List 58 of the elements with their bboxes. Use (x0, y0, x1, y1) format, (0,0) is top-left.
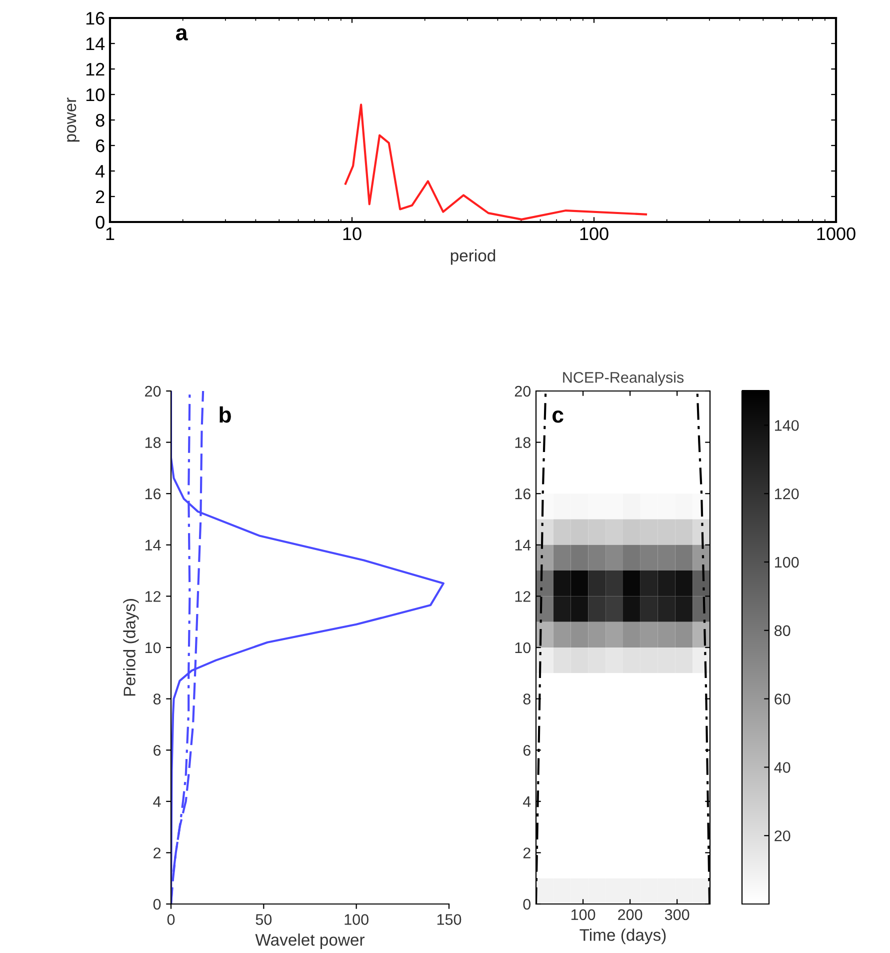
x-tick-label: 100 (344, 914, 368, 925)
y-axis-title: Period (days) (123, 598, 139, 696)
y-tick-label: 18 (145, 437, 161, 448)
color-bar-label: 120 (775, 488, 799, 500)
annotation: a (176, 28, 188, 40)
x-tick-label: 1 (106, 228, 114, 240)
y-tick-label: 8 (523, 694, 530, 704)
y-tick-label: 20 (145, 386, 161, 397)
y-tick-label: 16 (515, 488, 530, 500)
chart-title: NCEP-Reanalysis (563, 372, 684, 386)
x-tick-label: 0 (167, 914, 175, 925)
y-tick-label: 0 (153, 898, 161, 910)
x-tick-label: 100 (571, 909, 596, 920)
y-tick-label: 14 (86, 38, 105, 50)
y-axis-title: power (67, 98, 80, 142)
y-tick-label: 14 (145, 540, 161, 550)
y-tick-label: 0 (523, 898, 531, 910)
y-tick-label: 6 (154, 744, 161, 756)
annotation: b (220, 406, 231, 423)
color-bar-label: 60 (774, 694, 790, 704)
y-tick-label: 12 (145, 591, 161, 602)
x-tick-label: 1000 (817, 227, 856, 240)
x-tick-label: 10 (343, 227, 362, 240)
y-tick-label: 4 (522, 796, 531, 807)
y-tick-label: 10 (86, 88, 104, 102)
color-bar-label: 20 (774, 830, 790, 842)
x-tick-label: 300 (664, 909, 690, 920)
x-tick-label: 200 (618, 909, 642, 920)
y-tick-label: 2 (154, 848, 161, 858)
x-tick-label: 50 (256, 914, 272, 925)
y-tick-label: 12 (515, 591, 530, 602)
x-axis-title: period (450, 249, 496, 265)
y-tick-label: 18 (515, 437, 530, 448)
y-tick-label: 10 (515, 642, 531, 654)
y-tick-label: 2 (523, 848, 530, 858)
y-tick-label: 2 (96, 190, 104, 204)
x-axis-title: Time (days) (580, 928, 666, 944)
x-tick-label: 150 (437, 914, 462, 925)
y-tick-label: 4 (153, 796, 161, 807)
y-tick-label: 14 (515, 540, 531, 550)
annotation: c (552, 410, 564, 423)
color-bar-label: 140 (775, 420, 799, 431)
y-tick-label: 0 (96, 216, 104, 229)
y-tick-label: 16 (145, 488, 161, 500)
color-bar-label: 100 (775, 556, 799, 568)
color-bar-label: 40 (774, 762, 790, 773)
y-tick-label: 12 (86, 62, 104, 76)
x-tick-label: 100 (580, 227, 608, 240)
x-axis-title: Wavelet power (255, 934, 365, 950)
y-tick-label: 4 (96, 165, 105, 178)
y-tick-label: 16 (86, 12, 104, 25)
y-tick-label: 10 (145, 642, 161, 654)
y-tick-label: 6 (523, 744, 530, 756)
color-bar-label: 80 (774, 625, 790, 636)
y-tick-label: 20 (514, 386, 531, 397)
y-tick-label: 8 (96, 114, 104, 127)
y-tick-label: 8 (153, 694, 161, 704)
y-tick-label: 6 (96, 139, 104, 152)
